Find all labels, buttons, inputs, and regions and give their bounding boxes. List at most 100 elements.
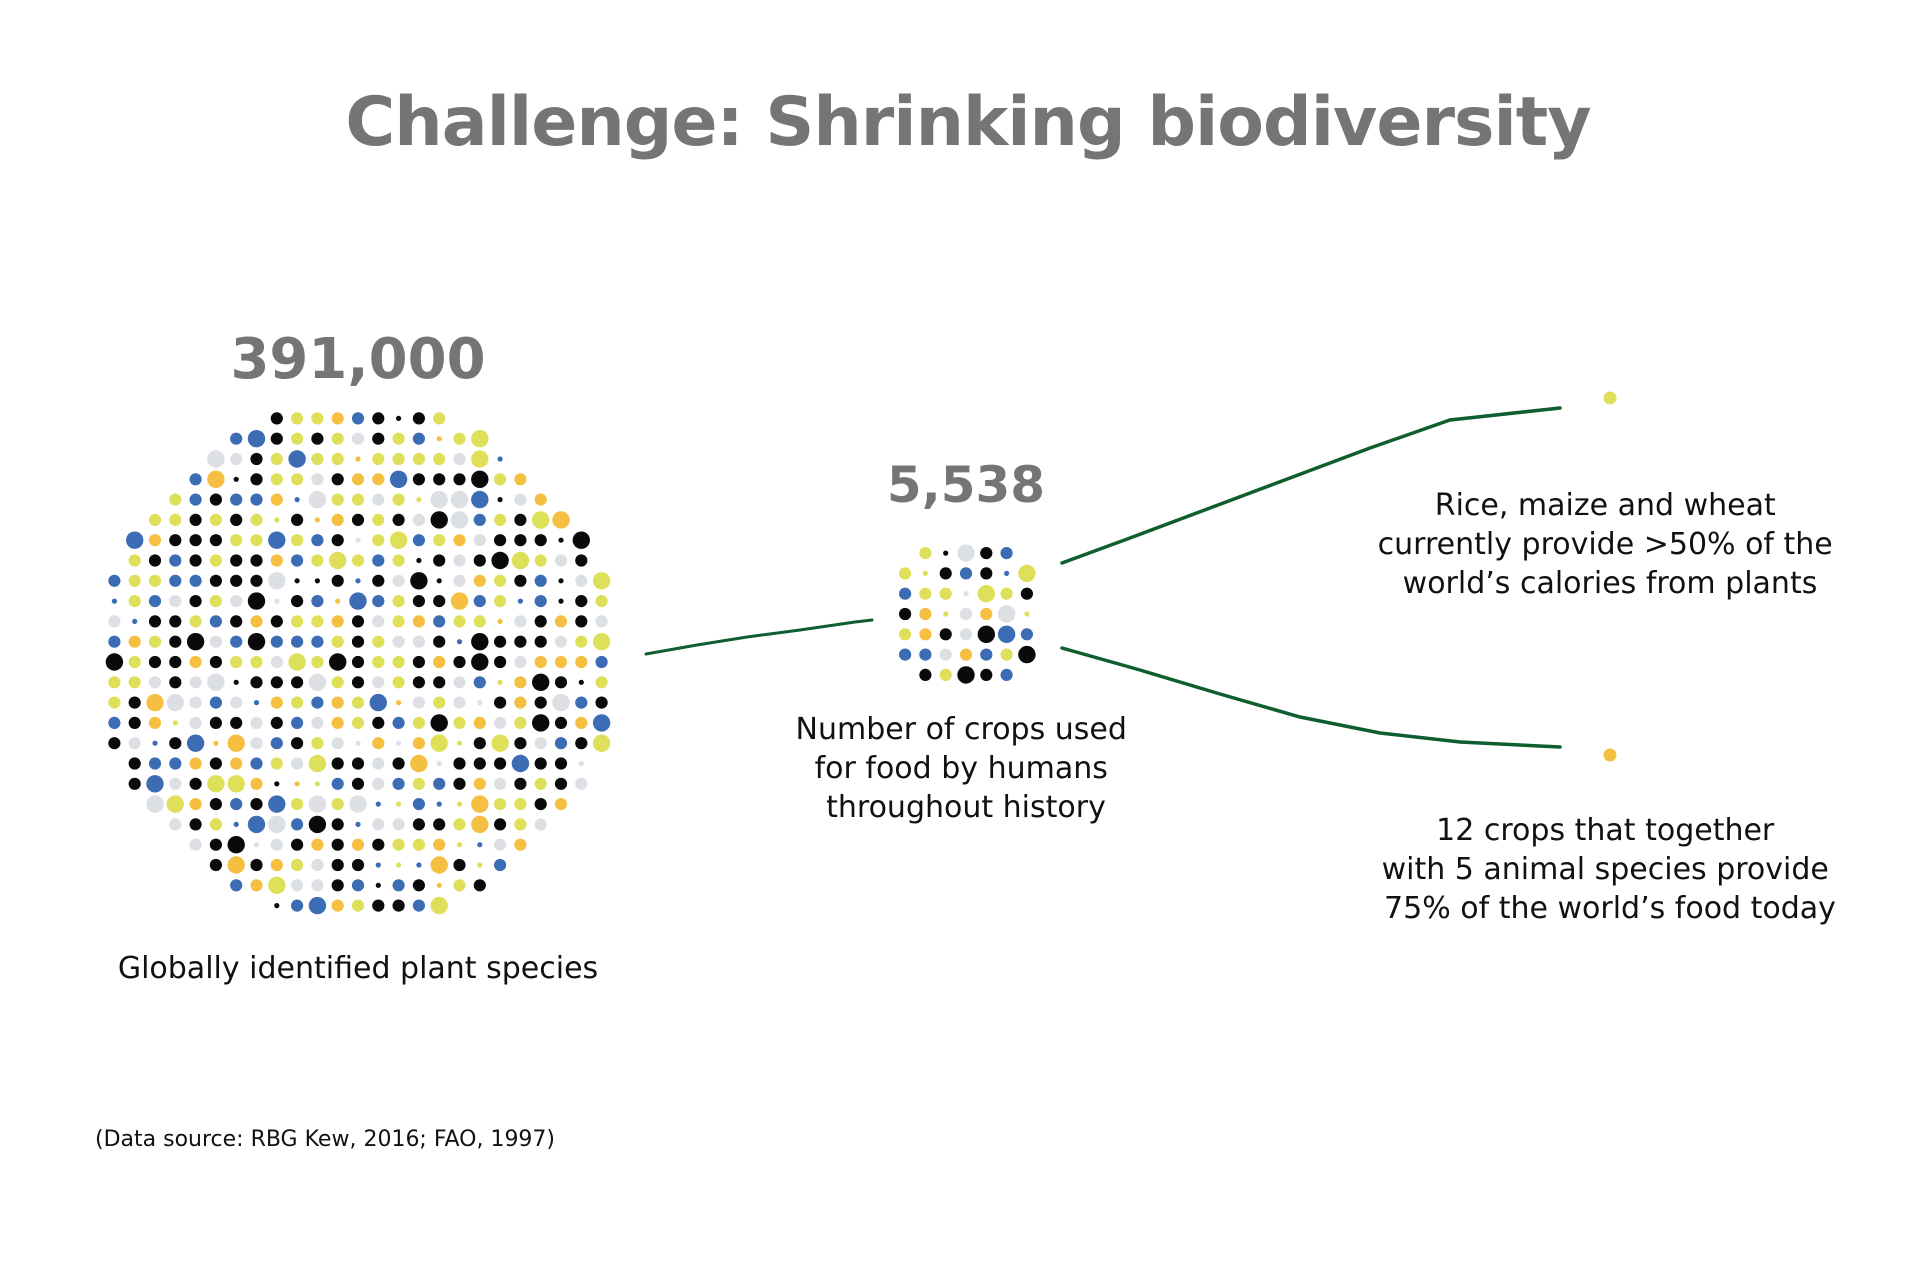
species-dot	[494, 635, 507, 648]
species-dot	[189, 716, 202, 730]
species-dot	[471, 815, 489, 834]
species-dot	[148, 513, 162, 527]
species-dot	[392, 452, 405, 466]
species-dot	[412, 412, 425, 425]
species-dot	[392, 899, 405, 912]
crop-dot	[980, 547, 993, 560]
species-dot	[250, 493, 263, 506]
species-dot	[189, 838, 202, 851]
species-dot	[554, 777, 568, 790]
species-dot	[436, 578, 442, 584]
species-dot	[558, 578, 564, 584]
crop-dot	[977, 585, 995, 603]
species-dot	[412, 798, 425, 811]
species-dot	[471, 470, 489, 488]
species-dot	[575, 635, 588, 648]
species-dot	[169, 595, 182, 608]
species-dot	[291, 696, 304, 709]
species-dot	[471, 795, 489, 813]
crop-dot	[919, 587, 932, 600]
species-dot	[148, 615, 162, 628]
species-dot	[491, 551, 509, 570]
species-dot	[433, 777, 446, 790]
species-dot	[247, 592, 266, 610]
species-dot	[291, 554, 304, 567]
species-dot	[453, 777, 466, 790]
species-dot	[514, 655, 527, 669]
species-dot	[331, 818, 344, 831]
crop-dot	[899, 587, 912, 600]
species-dot	[416, 557, 422, 564]
species-dot	[250, 879, 263, 892]
species-dot	[247, 815, 266, 834]
species-dot	[372, 412, 385, 425]
species-dot	[436, 801, 442, 807]
crop-dot	[1000, 547, 1013, 560]
species-dot	[351, 696, 365, 709]
species-dot	[494, 534, 507, 547]
crop-dot	[919, 668, 932, 682]
species-dot	[534, 635, 547, 648]
species-dot	[473, 777, 486, 790]
species-dot	[128, 554, 141, 567]
species-dot	[477, 842, 483, 848]
species-dot	[227, 775, 245, 793]
species-dot	[392, 493, 405, 506]
species-dot	[433, 696, 446, 709]
species-dot	[351, 777, 365, 790]
species-dot	[331, 777, 344, 790]
species-dot	[494, 574, 507, 587]
species-dot	[410, 572, 428, 590]
species-dot	[268, 531, 286, 549]
species-dot	[471, 653, 489, 671]
species-dot	[233, 679, 239, 685]
species-dot	[230, 513, 243, 527]
species-dot	[392, 513, 405, 527]
species-dot	[554, 676, 568, 689]
species-dot	[351, 493, 365, 506]
species-dot	[554, 655, 568, 669]
species-dot	[351, 513, 365, 527]
species-dot	[331, 635, 344, 648]
species-dot	[412, 737, 425, 750]
species-dot	[392, 655, 405, 669]
species-dot	[311, 635, 324, 648]
species-dot	[250, 676, 263, 689]
species-dot	[128, 595, 141, 608]
species-dot	[575, 716, 588, 730]
species-dot	[250, 737, 263, 750]
species-dot	[227, 856, 245, 874]
species-dot	[207, 673, 225, 691]
species-dot	[433, 655, 446, 669]
species-dot	[349, 795, 367, 813]
species-dot	[230, 757, 243, 770]
species-dot	[534, 818, 547, 831]
species-dot	[375, 801, 381, 807]
species-dot	[169, 818, 182, 831]
species-dot	[514, 534, 527, 547]
species-dot	[473, 595, 486, 608]
species-dot	[392, 757, 405, 770]
species-dot	[128, 716, 141, 730]
species-dot	[169, 655, 182, 669]
species-dot	[148, 635, 162, 648]
crop-dot	[943, 550, 949, 556]
species-dot	[494, 655, 507, 669]
species-dot	[473, 615, 486, 628]
species-dot	[554, 798, 568, 811]
species-dot	[331, 513, 344, 527]
species-dot	[433, 818, 446, 831]
species-dot	[148, 655, 162, 669]
species-dot	[291, 432, 304, 445]
species-dot	[456, 842, 463, 848]
species-dot	[331, 899, 344, 912]
species-dot	[392, 615, 405, 628]
species-dot	[396, 801, 402, 807]
crops-caption-line: throughout history	[826, 790, 1106, 825]
species-dot	[146, 693, 164, 712]
species-dot	[412, 676, 425, 689]
species-dot	[473, 574, 486, 587]
species-dot	[372, 615, 385, 628]
species-dot	[294, 781, 300, 787]
species-dot	[209, 858, 222, 872]
